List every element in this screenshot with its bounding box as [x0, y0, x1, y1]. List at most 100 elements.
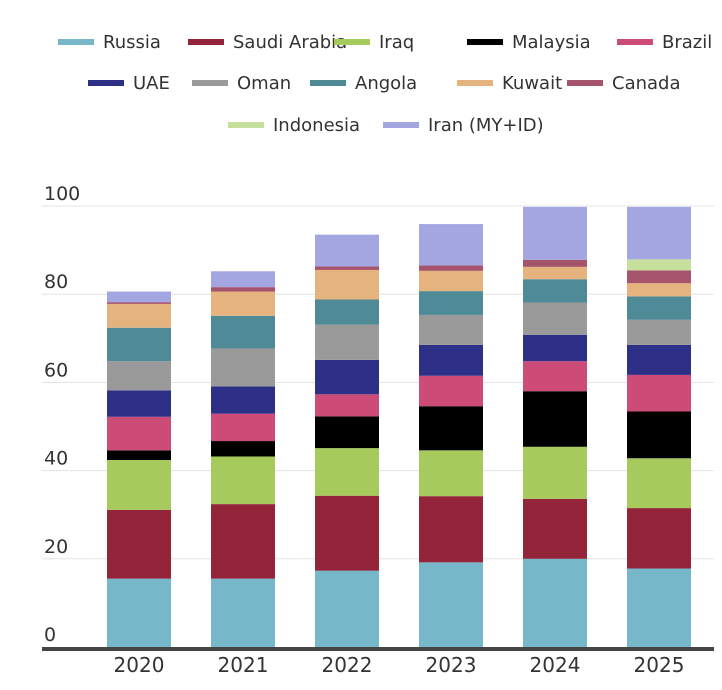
bar-2023-iran-my-id — [419, 224, 483, 266]
legend-swatch-malaysia — [467, 39, 503, 45]
bar-2021-uae — [211, 386, 275, 414]
bar-2024-brazil — [523, 361, 587, 392]
x-axis-ticks: 2020 2021 2022 2023 2024 2025 — [114, 653, 685, 677]
bar-2023-malaysia — [419, 406, 483, 451]
bar-2020-kuwait — [107, 303, 171, 328]
bar-2020-oman — [107, 361, 171, 391]
legend-item-angola: Angola — [310, 73, 417, 94]
bar-2025-canada — [627, 270, 691, 284]
bar-2021-iran-my-id — [211, 271, 275, 288]
legend-label-kuwait: Kuwait — [502, 73, 562, 94]
bar-2025-uae — [627, 344, 691, 375]
legend-label-malaysia: Malaysia — [512, 32, 591, 53]
bar-2025-saudi-arabia — [627, 508, 691, 569]
bar-group-2025 — [627, 206, 691, 647]
bar-2022-angola — [315, 299, 379, 325]
x-tick-label-2021: 2021 — [218, 653, 269, 677]
legend-swatch-iran-my-id — [383, 122, 419, 128]
bar-2020-angola — [107, 327, 171, 362]
bar-2023-uae — [419, 344, 483, 376]
legend: Russia Saudi Arabia Iraq Malaysia Brazil UAE O… — [58, 32, 712, 136]
bar-2021-kuwait — [211, 291, 275, 316]
bar-2024-uae — [523, 334, 587, 362]
bars — [107, 206, 691, 647]
bar-2023-saudi-arabia — [419, 496, 483, 563]
bar-2023-canada — [419, 265, 483, 271]
bar-2024-angola — [523, 279, 587, 303]
x-tick-label-2024: 2024 — [530, 653, 581, 677]
bar-2023-brazil — [419, 375, 483, 407]
legend-swatch-russia — [58, 39, 94, 45]
bar-2025-angola — [627, 296, 691, 320]
bar-2022-canada — [315, 266, 379, 270]
legend-label-indonesia: Indonesia — [273, 115, 360, 136]
bar-2025-indonesia — [627, 259, 691, 271]
bar-2022-iraq — [315, 448, 379, 496]
bar-2024-oman — [523, 302, 587, 335]
y-axis-ticks: 0 20 40 60 80 100 — [44, 183, 80, 646]
bar-2022-brazil — [315, 394, 379, 417]
bar-2023-oman — [419, 314, 483, 345]
bar-2025-oman — [627, 319, 691, 345]
x-tick-label-2025: 2025 — [634, 653, 685, 677]
bar-2021-iraq — [211, 456, 275, 505]
bar-group-2022 — [315, 234, 379, 647]
y-tick-label-100: 100 — [44, 183, 80, 205]
bar-group-2023 — [419, 224, 483, 647]
legend-label-iraq: Iraq — [379, 32, 414, 53]
bar-2020-iraq — [107, 460, 171, 510]
bar-2021-canada — [211, 287, 275, 292]
bar-2024-canada — [523, 259, 587, 267]
y-tick-label-0: 0 — [44, 624, 56, 646]
bar-2020-uae — [107, 390, 171, 417]
legend-label-brazil: Brazil — [662, 32, 712, 53]
legend-label-oman: Oman — [237, 73, 291, 94]
legend-item-indonesia: Indonesia — [228, 115, 360, 136]
bar-2024-malaysia — [523, 391, 587, 447]
x-tick-label-2023: 2023 — [426, 653, 477, 677]
legend-swatch-canada — [567, 80, 603, 86]
bar-2020-saudi-arabia — [107, 509, 171, 579]
legend-item-saudi-arabia: Saudi Arabia — [188, 32, 347, 53]
legend-label-uae: UAE — [133, 73, 170, 94]
bar-2025-iraq — [627, 458, 691, 509]
bar-2025-iran-my-id — [627, 206, 691, 260]
legend-item-malaysia: Malaysia — [467, 32, 591, 53]
legend-item-kuwait: Kuwait — [457, 73, 562, 94]
bar-2025-russia — [627, 568, 691, 647]
bar-2021-angola — [211, 315, 275, 349]
legend-swatch-uae — [88, 80, 124, 86]
legend-item-russia: Russia — [58, 32, 161, 53]
bar-2023-angola — [419, 291, 483, 315]
bar-2022-uae — [315, 359, 379, 395]
bar-2024-saudi-arabia — [523, 498, 587, 559]
bar-2020-malaysia — [107, 450, 171, 461]
bar-group-2020 — [107, 291, 171, 647]
y-tick-label-80: 80 — [44, 271, 68, 293]
legend-item-brazil: Brazil — [617, 32, 712, 53]
legend-swatch-indonesia — [228, 122, 264, 128]
x-tick-label-2020: 2020 — [114, 653, 165, 677]
bar-2022-kuwait — [315, 269, 379, 300]
legend-label-iran-my-id: Iran (MY+ID) — [428, 115, 544, 136]
legend-swatch-saudi-arabia — [188, 39, 224, 45]
bar-2022-malaysia — [315, 416, 379, 449]
bar-2020-iran-my-id — [107, 291, 171, 303]
legend-label-angola: Angola — [355, 73, 417, 94]
bar-group-2021 — [211, 271, 275, 647]
bar-2021-russia — [211, 578, 275, 647]
legend-item-canada: Canada — [567, 73, 681, 94]
bar-2024-russia — [523, 558, 587, 647]
legend-label-russia: Russia — [103, 32, 161, 53]
bar-2021-malaysia — [211, 441, 275, 457]
bar-2024-iran-my-id — [523, 206, 587, 260]
bar-2022-saudi-arabia — [315, 495, 379, 571]
bar-2022-oman — [315, 324, 379, 360]
bar-2020-brazil — [107, 416, 171, 451]
bar-2024-kuwait — [523, 266, 587, 280]
legend-item-iran-my-id: Iran (MY+ID) — [383, 115, 544, 136]
legend-swatch-iraq — [334, 39, 370, 45]
x-tick-label-2022: 2022 — [322, 653, 373, 677]
legend-item-oman: Oman — [192, 73, 291, 94]
legend-item-uae: UAE — [88, 73, 170, 94]
